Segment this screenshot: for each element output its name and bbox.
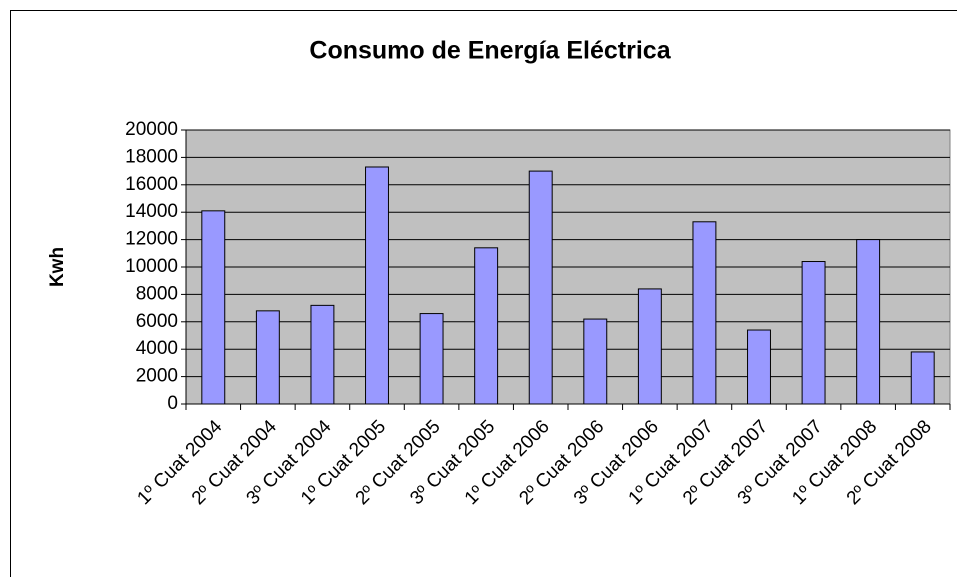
y-tick-label: 20000 xyxy=(125,119,178,140)
y-tick-label: 8000 xyxy=(136,283,178,304)
y-tick-label: 0 xyxy=(167,393,178,414)
bar xyxy=(474,247,499,405)
y-tick-label: 18000 xyxy=(125,146,178,167)
y-axis-label: Kwh xyxy=(47,247,68,287)
bar xyxy=(255,310,280,405)
bar xyxy=(801,261,826,405)
bar xyxy=(692,221,717,405)
bar xyxy=(365,166,389,405)
bar xyxy=(856,239,881,405)
y-tick-label: 12000 xyxy=(125,229,178,250)
bar xyxy=(310,304,335,405)
bar xyxy=(910,351,935,405)
bar xyxy=(528,170,553,405)
y-tick-label: 10000 xyxy=(125,256,178,277)
y-tick-label: 2000 xyxy=(136,366,178,387)
bar xyxy=(747,329,771,405)
bar xyxy=(201,210,226,405)
y-tick-label: 6000 xyxy=(136,311,178,332)
chart-title: Consumo de Energía Eléctrica xyxy=(309,37,671,65)
y-tick-label: 16000 xyxy=(125,174,178,195)
y-tick-label: 14000 xyxy=(125,201,178,222)
bar xyxy=(583,318,608,405)
y-tick-label: 4000 xyxy=(136,338,178,359)
bar xyxy=(419,313,444,405)
bar xyxy=(637,288,662,405)
